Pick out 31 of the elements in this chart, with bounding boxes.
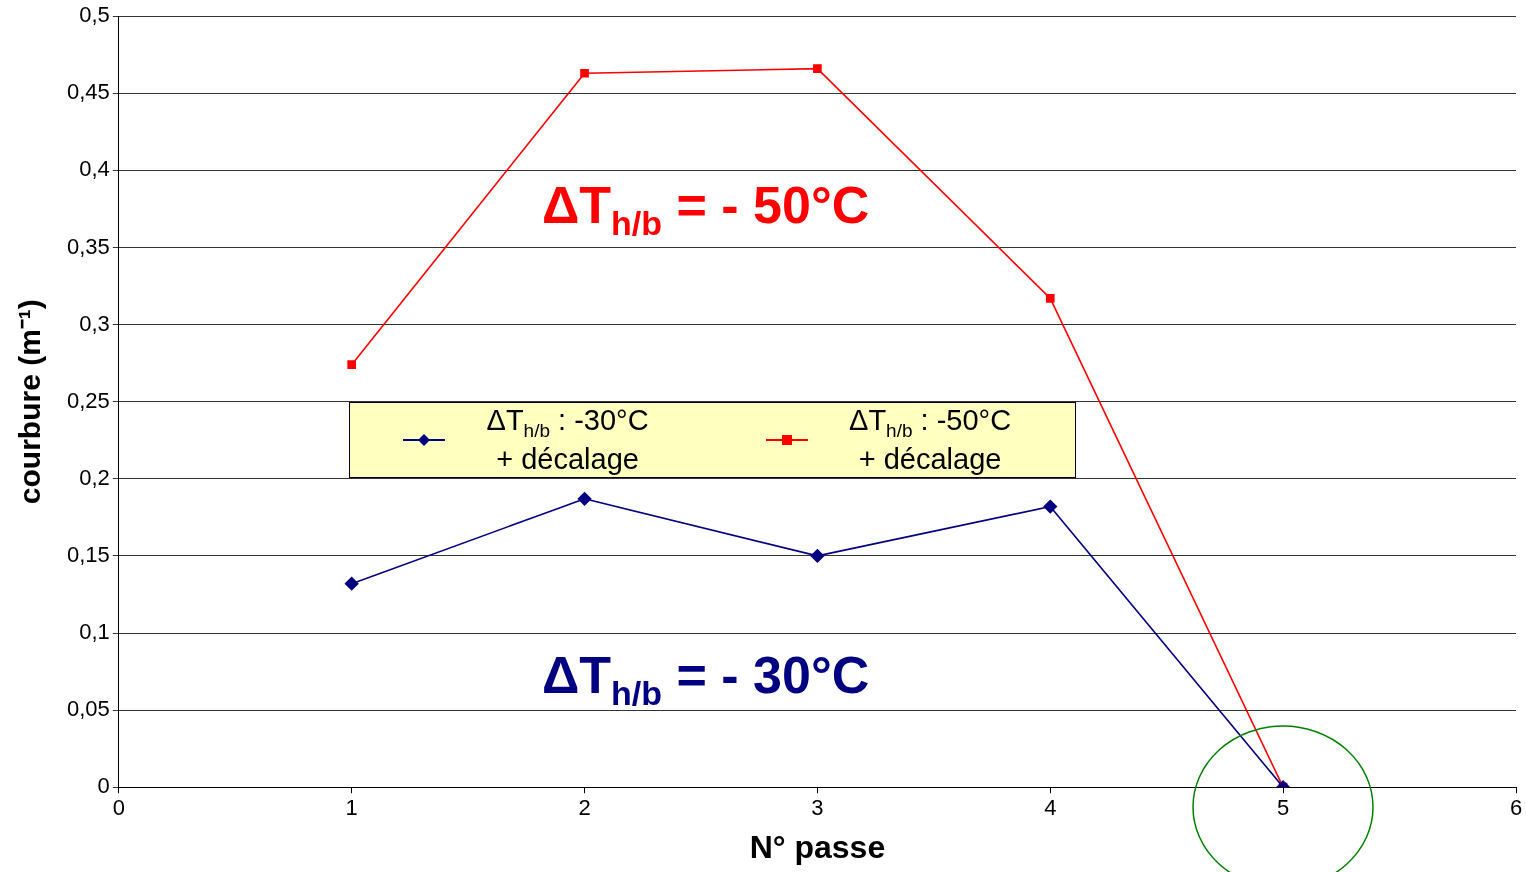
y-tick-label: 0,1	[79, 619, 110, 645]
point	[577, 492, 592, 506]
y-axis-title: courbure (m⁻¹)	[13, 299, 47, 505]
x-tick-label: 4	[1044, 795, 1057, 821]
y-tick-label: 0,45	[66, 79, 110, 105]
point	[810, 549, 825, 563]
y-tick-label: 0	[97, 773, 110, 799]
point	[1045, 294, 1055, 303]
annotation: ΔT$_{h/b}$ = - 50°C	[541, 175, 870, 243]
y-tick-label: 0,3	[79, 310, 110, 336]
point	[813, 64, 822, 73]
x-tick-label: 6	[1509, 795, 1523, 821]
x-tick-label: 5	[1277, 795, 1290, 821]
point	[344, 576, 359, 591]
point	[580, 68, 589, 78]
point	[1043, 499, 1058, 514]
y-tick-label: 0,25	[66, 387, 110, 413]
y-tick-label: 0,05	[66, 696, 110, 722]
legend-label: ΔT$_{h/b}$ : -50°C + décalage	[848, 402, 1013, 477]
point	[347, 360, 357, 370]
y-tick-label: 0,15	[66, 541, 110, 567]
x-tick-label: 1	[345, 795, 358, 821]
annotation: ΔT$_{h/b}$ = - 30°C	[541, 645, 870, 713]
x-tick-label: 2	[578, 795, 591, 821]
y-tick-label: 0,35	[66, 233, 110, 259]
legend-label: ΔT$_{h/b}$ : -30°C + décalage	[485, 402, 650, 477]
y-tick-label: 0,5	[79, 2, 110, 28]
x-axis-title: N° passe	[749, 828, 886, 865]
x-tick-label: 3	[811, 795, 824, 821]
y-tick-label: 0,4	[79, 156, 110, 182]
y-tick-label: 0,2	[79, 464, 110, 490]
